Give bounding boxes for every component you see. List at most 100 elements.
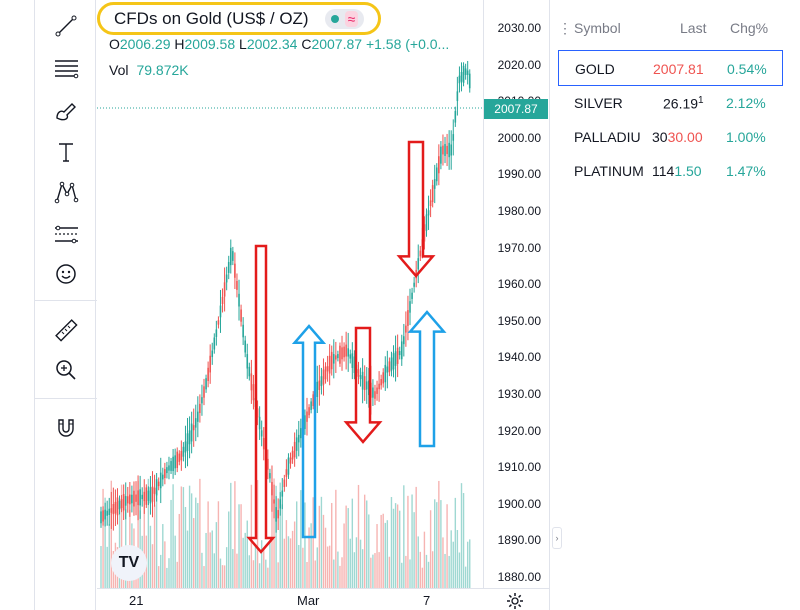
candle-body	[365, 381, 368, 390]
candle-body	[211, 350, 214, 358]
volume-bar	[316, 547, 318, 588]
volume-bar	[407, 495, 409, 588]
tradingview-logo-icon[interactable]: TV	[111, 545, 147, 581]
row-last-main: 30	[652, 129, 668, 145]
volume-bar	[322, 514, 325, 588]
gear-icon[interactable]	[505, 591, 525, 610]
candle-body	[269, 473, 271, 479]
volume-bar	[250, 484, 253, 588]
text-icon[interactable]	[49, 136, 83, 168]
watchlist-row-palladium[interactable]: PALLADIU 3030.00 1.00%	[558, 119, 783, 155]
toolbar-separator	[35, 300, 97, 301]
candle-body	[376, 387, 378, 394]
price-tick: 2000.00	[497, 130, 541, 145]
symbol-title-highlight[interactable]: CFDs on Gold (US$ / OZ) ≈	[97, 2, 382, 35]
column-header-last[interactable]: Last	[680, 20, 707, 36]
legend-status-pill[interactable]: ≈	[324, 8, 365, 29]
candle-body	[155, 479, 158, 496]
volume-bar	[320, 496, 323, 588]
volume-bar	[207, 501, 209, 588]
candle-body	[114, 501, 117, 514]
price-tick: 1930.00	[497, 387, 541, 401]
volume-bar	[153, 505, 156, 588]
ruler-icon[interactable]	[49, 314, 83, 346]
low-label: L	[239, 36, 247, 52]
chart-pane[interactable]: CFDs on Gold (US$ / OZ) ≈ O2006.29 H2009…	[97, 0, 483, 588]
ohlc-readout: O2006.29 H2009.58 L2002.34 C2007.87 +1.5…	[109, 36, 449, 52]
watchlist-row-silver[interactable]: SILVER 26.191 2.12%	[558, 85, 783, 121]
forecast-icon[interactable]	[49, 218, 83, 250]
row-last-fraction: 1	[698, 95, 704, 106]
emoji-icon[interactable]	[49, 258, 83, 290]
volume-bar	[454, 497, 457, 588]
price-scale[interactable]: 1880.00 1890.00 1900.00 1910.00 1920.00 1930.…	[483, 0, 549, 588]
volume-bar	[304, 502, 306, 588]
time-tick: Mar	[297, 593, 320, 608]
column-header-chg[interactable]: Chg%	[730, 20, 769, 36]
price-tick: 1920.00	[497, 423, 541, 438]
time-scale[interactable]: 21 Mar 7	[97, 588, 549, 610]
candle-body	[184, 441, 187, 453]
candle-body	[448, 142, 450, 158]
candle-body	[413, 282, 415, 287]
candle-body	[466, 70, 469, 75]
volume-bar	[421, 567, 424, 588]
candlestick-chart[interactable]	[97, 0, 483, 588]
volume-bar	[429, 510, 432, 588]
volume-bar	[170, 499, 172, 588]
watchlist-row-gold[interactable]: GOLD 2007.81 0.54%	[558, 50, 783, 86]
volume-bar	[180, 486, 183, 588]
candle-body	[388, 361, 391, 373]
volume-bar	[396, 504, 399, 588]
candle-body	[454, 111, 457, 123]
symbol-column-handle-icon[interactable]: ⋮	[558, 20, 572, 36]
price-tick: 1970.00	[497, 240, 541, 255]
collapse-panel-button[interactable]: ›	[552, 527, 562, 549]
pattern-icon[interactable]	[49, 176, 83, 208]
red-down-arrow	[246, 244, 276, 554]
volume-bar	[438, 480, 440, 588]
candle-body	[308, 407, 310, 416]
volume-bar	[293, 521, 296, 588]
candle-body	[429, 200, 432, 207]
brush-icon[interactable]	[49, 94, 83, 126]
fib-retracement-icon[interactable]	[49, 52, 83, 84]
volume-bar	[102, 488, 104, 588]
close-label: C	[301, 36, 312, 52]
trendline-icon[interactable]	[49, 10, 83, 42]
candle-body	[232, 251, 234, 261]
volume-bar	[287, 536, 290, 588]
candle-body	[137, 490, 139, 506]
candle-body	[409, 301, 411, 313]
volume-bar	[277, 562, 279, 588]
candle-body	[205, 378, 207, 390]
volume-bar	[436, 502, 438, 588]
volume-bar	[162, 524, 164, 588]
magnet-icon[interactable]	[49, 412, 83, 444]
zoom-in-icon[interactable]	[49, 354, 83, 386]
candle-body	[458, 75, 461, 84]
volume-bar	[110, 480, 112, 588]
candle-body	[275, 507, 277, 522]
change-value: +1.58 (+0.0...	[365, 36, 450, 52]
volume-bar	[326, 546, 329, 588]
column-header-symbol[interactable]: Symbol	[574, 20, 621, 36]
row-chg: 1.47%	[726, 163, 766, 179]
candle-body	[306, 411, 308, 422]
candle-body	[215, 329, 218, 337]
candle-body	[332, 354, 335, 364]
watchlist-row-platinum[interactable]: PLATINUM 1141.50 1.47%	[558, 153, 783, 189]
volume-bar	[248, 555, 251, 588]
candle-body	[289, 457, 292, 464]
candle-body	[164, 469, 166, 479]
volume-bar	[252, 560, 255, 588]
candle-body	[427, 210, 430, 216]
volume-bar	[462, 493, 465, 588]
volume-bar	[236, 553, 238, 588]
row-last-main: 114	[652, 163, 675, 179]
volume-bar	[363, 494, 366, 588]
volume-bar	[351, 498, 354, 588]
volume-bar	[201, 552, 203, 588]
candle-body	[100, 511, 102, 524]
volume-bar	[273, 478, 275, 588]
